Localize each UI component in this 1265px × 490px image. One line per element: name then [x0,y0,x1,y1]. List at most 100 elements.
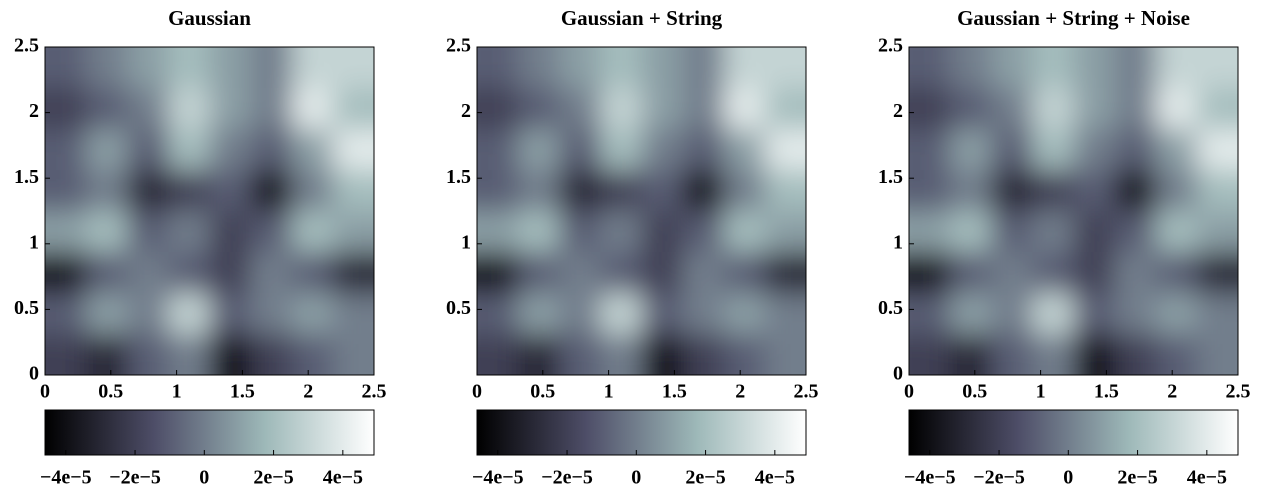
heat-cell [1114,252,1157,294]
x-tick-label: 2.5 [794,381,819,403]
heat-cell [764,129,806,171]
heat-cell [1114,170,1157,212]
y-tick-label: 0.5 [14,297,39,319]
y-tick-label: 1 [461,231,471,253]
heat-cell [250,47,293,89]
heat-cell [1032,88,1074,130]
heatmap-image [45,47,374,375]
panel-title: Gaussian + String + Noise [957,6,1190,30]
heat-cell [1032,293,1074,335]
heat-cell [1073,293,1116,335]
heat-cell [600,170,642,212]
y-tick-label: 2 [461,100,471,122]
heat-cell [168,47,210,89]
y-tick-label: 0.5 [878,297,903,319]
colorbar-tick-label: 0 [631,467,641,489]
heat-cell [127,211,169,253]
heat-cell [518,211,560,253]
colorbar-tick-label: 2e−5 [1117,467,1157,489]
y-tick-label: 0.5 [446,297,471,319]
heat-cell [168,334,210,375]
heat-cell [332,293,374,335]
heat-cell [332,170,374,212]
x-tick-label: 1 [172,381,182,403]
heat-cell [209,211,252,253]
heat-cell [764,293,806,335]
heat-cell [291,252,334,294]
heat-cell [1032,211,1074,253]
heat-cell [991,170,1033,212]
heat-cell [1196,334,1238,375]
colorbar-tick-label: 2e−5 [685,467,725,489]
heat-cell [209,293,252,335]
colorbar-tick-label: −2e−5 [109,467,161,489]
heat-cell [1196,88,1238,130]
heat-cell [909,334,951,375]
colorbar-tick-label: 4e−5 [755,467,795,489]
heat-cell [1114,47,1157,89]
panel: Gaussian 0 0.5 1 1.5 2 2.5 0 0.5 1 1.5 2 2.5 −4e−5 −2e… [14,6,387,489]
heat-cell [723,211,766,253]
heat-cell [86,252,128,294]
heat-cell [1196,47,1238,89]
heat-cell [45,170,87,212]
heat-cell [950,252,992,294]
heat-cell [682,88,725,130]
heat-cell [477,47,519,89]
heat-cell [168,88,210,130]
heat-cell [600,129,642,171]
heat-cell [1032,47,1074,89]
heat-cell [86,129,128,171]
x-tick-label: 0 [904,381,914,403]
heat-cell [559,252,601,294]
colorbar-tick-label: 4e−5 [323,467,363,489]
y-tick-label: 1 [893,231,903,253]
heat-cell [600,88,642,130]
x-tick-label: 2 [303,381,313,403]
heat-cell [723,252,766,294]
heat-cell [682,47,725,89]
panel: Gaussian + String + Noise 0 0.5 1 1.5 2 2.5 0 0.… [878,6,1251,489]
y-tick-label: 0 [29,363,39,385]
heat-cell [518,129,560,171]
heat-cell [332,334,374,375]
heat-cell [950,293,992,335]
heat-cell [127,47,169,89]
heat-cell [250,293,293,335]
heat-cell [209,334,252,375]
heat-cell [1196,293,1238,335]
heat-cell [991,47,1033,89]
heat-cell [127,252,169,294]
heat-cell [168,129,210,171]
heat-cell [1155,170,1198,212]
heat-cell [1155,252,1198,294]
axes-frame [908,46,1239,376]
y-tick-label: 2.5 [446,35,471,57]
heat-cell [991,334,1033,375]
heat-cell [250,170,293,212]
heat-cell [641,47,684,89]
heat-cell [600,252,642,294]
heat-cell [600,334,642,375]
axes-frame [476,46,807,376]
heat-cell [250,129,293,171]
heat-cell [168,252,210,294]
colorbar [908,409,1239,456]
heat-cell [127,293,169,335]
heat-cell [1073,211,1116,253]
colorbar-tick-label: −4e−5 [904,467,956,489]
heat-cell [291,293,334,335]
heat-cell [950,211,992,253]
heat-cell [950,170,992,212]
heat-cell [600,47,642,89]
heat-cell [641,170,684,212]
heat-cell [518,334,560,375]
heat-cell [1032,129,1074,171]
heat-cell [1032,170,1074,212]
heat-cell [682,293,725,335]
colorbar-tick-label: −4e−5 [472,467,524,489]
x-tick-label: 2.5 [1226,381,1251,403]
heat-cell [1114,334,1157,375]
heat-cell [209,252,252,294]
